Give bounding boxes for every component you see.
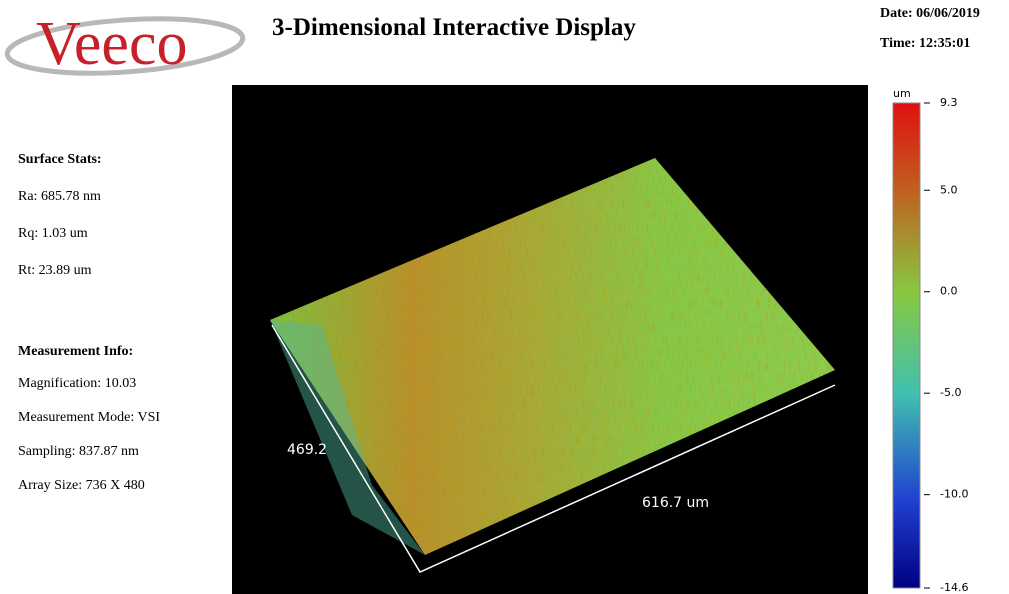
- info: Magnification: 10.03: [18, 376, 136, 392]
- stat: Rq: 1.03 um: [18, 226, 88, 242]
- time: Time: 12:35:01: [880, 36, 970, 52]
- tick-label: 9.3: [940, 96, 958, 109]
- stat: Rt: 23.89 um: [18, 263, 92, 279]
- colorbar-scale: [893, 103, 920, 588]
- info: Array Size: 736 X 480: [18, 478, 145, 494]
- x-axis-label: 616.7 um: [642, 495, 709, 511]
- info: Sampling: 837.87 nm: [18, 444, 139, 460]
- logo: Veeco: [0, 0, 260, 80]
- logo-text: Veeco: [36, 10, 187, 78]
- tick-label: 0.0: [940, 285, 958, 298]
- tick-label: -14.6: [940, 581, 968, 594]
- stat: Ra: 685.78 nm: [18, 189, 101, 205]
- y-axis-label: 469.2: [287, 442, 327, 458]
- section-heading: Surface Stats:: [18, 152, 102, 168]
- surface-plot: 469.2 616.7 um: [232, 85, 868, 594]
- section-heading: Measurement Info:: [18, 344, 133, 360]
- title: 3-Dimensional Interactive Display: [272, 14, 636, 42]
- tick-label: -5.0: [940, 386, 961, 399]
- colorbar: um 9.3 5.0 0.0 -5.0 -10.0 -14.6: [880, 80, 1009, 594]
- date: Date: 06/06/2019: [880, 6, 980, 22]
- colorbar-unit: um: [893, 87, 911, 100]
- info: Measurement Mode: VSI: [18, 410, 160, 426]
- tick-label: -10.0: [940, 488, 968, 501]
- page: {"header": {"logo": "Veeco", "title": "3…: [0, 0, 1009, 594]
- tick-label: 5.0: [940, 183, 958, 196]
